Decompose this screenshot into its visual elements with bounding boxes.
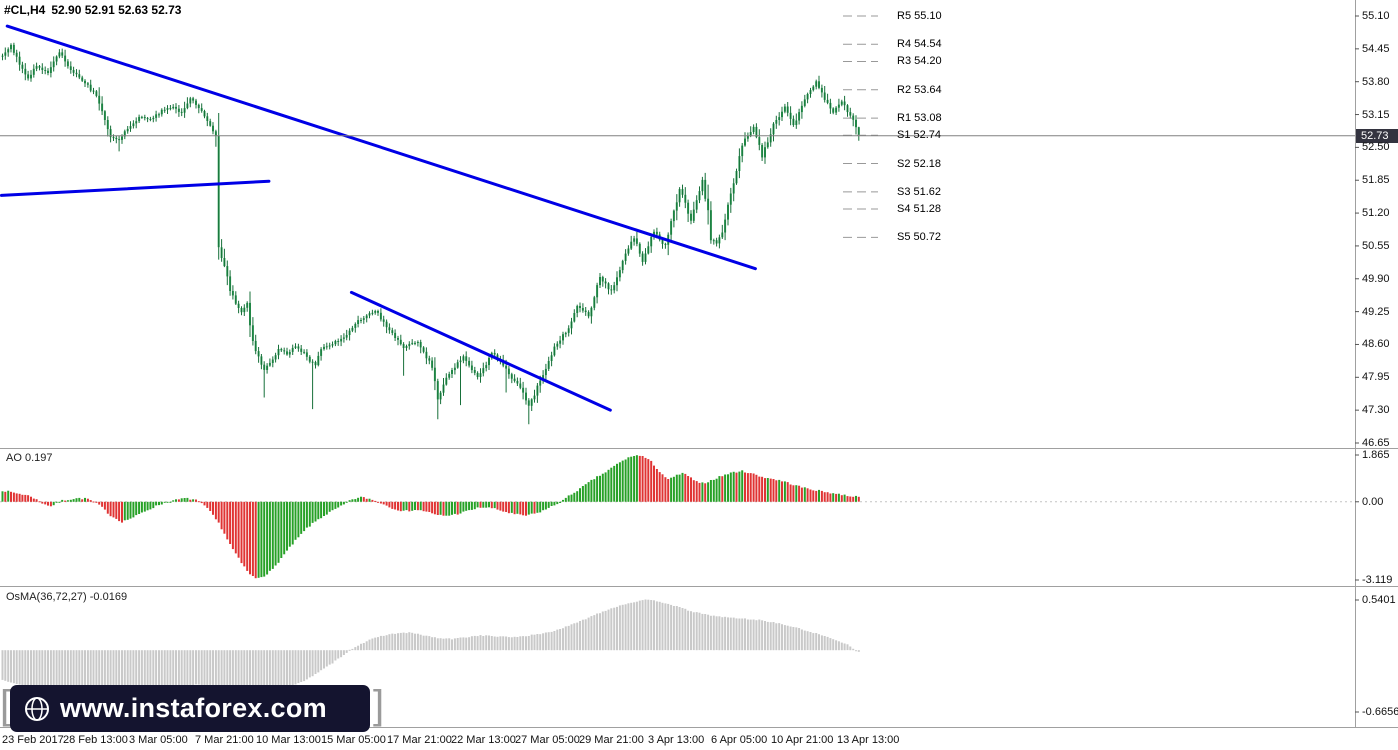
price-tick-label: 53.80 [1362, 75, 1390, 88]
ao-tick-label: 0.00 [1362, 495, 1384, 508]
ao-panel-area[interactable] [0, 449, 1355, 586]
price-tick-label: 54.45 [1362, 42, 1390, 55]
price-tick-label: 47.30 [1362, 404, 1390, 417]
symbol-period: #CL,H4 [4, 3, 46, 17]
pivot-label: S2 52.18 [897, 157, 942, 170]
pivot-label: S1 52.74 [897, 129, 942, 142]
time-axis-label: 27 Mar 05:00 [515, 734, 580, 746]
watermark-bracket-left: [ [0, 683, 12, 727]
globe-icon [25, 696, 49, 721]
ao-tick-label: -3.119 [1362, 574, 1393, 586]
price-tick-label: 50.55 [1362, 239, 1390, 252]
price-tick-label: 55.10 [1362, 10, 1390, 22]
pivot-label: R3 54.20 [897, 55, 942, 68]
price-tick-label: 46.65 [1362, 437, 1390, 449]
time-axis-label: 7 Mar 21:00 [195, 734, 254, 746]
time-axis-label: 10 Mar 13:00 [256, 734, 321, 746]
price-tick-label: 49.25 [1362, 305, 1390, 318]
watermark-text: www.instaforex.com [60, 693, 327, 723]
price-tick-label: 53.15 [1362, 108, 1390, 121]
ao-tick-label: 1.865 [1362, 449, 1390, 461]
pivot-label: R5 55.10 [897, 10, 942, 22]
price-tick-label: 47.95 [1362, 371, 1390, 384]
price-tick-label: 51.20 [1362, 207, 1390, 220]
main-chart-area[interactable] [0, 0, 1355, 448]
price-tick-label: 49.90 [1362, 272, 1390, 285]
pivot-label: S4 51.28 [897, 203, 942, 216]
chart-title: #CL,H4 52.90 52.91 52.63 52.73 [4, 3, 181, 17]
price-tick-label: 48.60 [1362, 338, 1390, 351]
current-price-badge: 52.73 [1356, 128, 1398, 143]
time-axis-label: 28 Feb 13:00 [63, 734, 128, 746]
time-axis-label: 6 Apr 05:00 [711, 734, 768, 746]
watermark-bracket-right: ] [373, 683, 385, 727]
price-tick-label: 52.50 [1362, 141, 1390, 154]
time-axis-label: 17 Mar 21:00 [387, 734, 452, 746]
osma-tick-label: 0.5401 [1362, 594, 1396, 606]
ao-indicator-label: AO 0.197 [6, 452, 53, 464]
pivot-label: S5 50.72 [897, 231, 942, 244]
watermark: www.instaforex.com [10, 685, 370, 732]
osma-tick-label: -0.6656 [1362, 706, 1398, 718]
price-tick-label: 51.85 [1362, 174, 1390, 187]
pivot-label: R2 53.64 [897, 83, 942, 96]
osma-indicator-label: OsMA(36,72,27) -0.0169 [6, 591, 128, 603]
time-axis-label: 29 Mar 21:00 [579, 734, 644, 746]
pivot-label: R1 53.08 [897, 112, 942, 125]
time-axis-label: 3 Mar 05:00 [129, 734, 188, 746]
time-axis-label: 13 Apr 13:00 [837, 734, 900, 746]
pivot-label: S3 51.62 [897, 185, 942, 198]
time-axis-label: 3 Apr 13:00 [648, 734, 705, 746]
time-axis-label: 23 Feb 2017 [2, 734, 64, 746]
time-axis-label: 10 Apr 21:00 [771, 734, 834, 746]
time-axis-label: 22 Mar 13:00 [451, 734, 516, 746]
ohlc-values: 52.90 52.91 52.63 52.73 [51, 3, 182, 17]
pivot-label: R4 54.54 [897, 38, 942, 51]
time-axis-label: 15 Mar 05:00 [321, 734, 386, 746]
